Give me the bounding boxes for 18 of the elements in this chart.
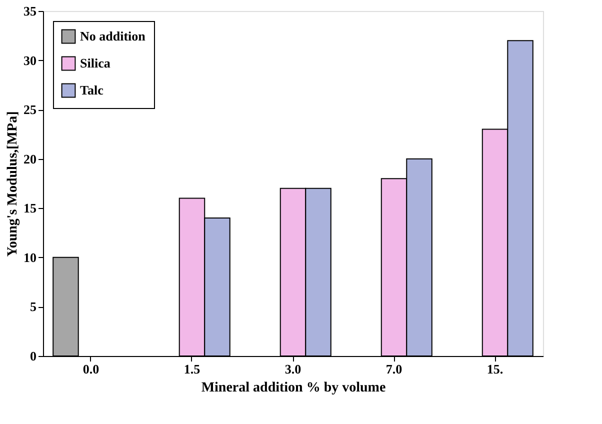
legend-label: Silica — [80, 56, 111, 70]
y-tick-label: 15 — [24, 200, 37, 216]
y-tick-label: 25 — [24, 102, 37, 118]
y-axis-title: Young's Modulus,[MPa] — [6, 111, 20, 257]
legend-label: No addition — [80, 28, 146, 44]
y-tick-label: 5 — [30, 299, 37, 314]
y-tick-label: 35 — [24, 4, 37, 18]
x-tick-label: 7.0 — [386, 362, 402, 376]
x-axis-title: Mineral addition % by volume — [201, 380, 386, 396]
x-tick-label: 3.0 — [284, 362, 302, 376]
y-tick-label: 20 — [24, 151, 36, 166]
legend-label: Talc — [80, 82, 104, 98]
y-tick-label: 10 — [24, 250, 36, 265]
x-tick-label: 0.0 — [82, 362, 100, 376]
x-tick-label: 1.5 — [184, 362, 201, 376]
y-tick-label: 0 — [30, 348, 36, 364]
x-tick-label: 15. — [486, 362, 504, 376]
y-tick-label: 30 — [24, 52, 36, 68]
